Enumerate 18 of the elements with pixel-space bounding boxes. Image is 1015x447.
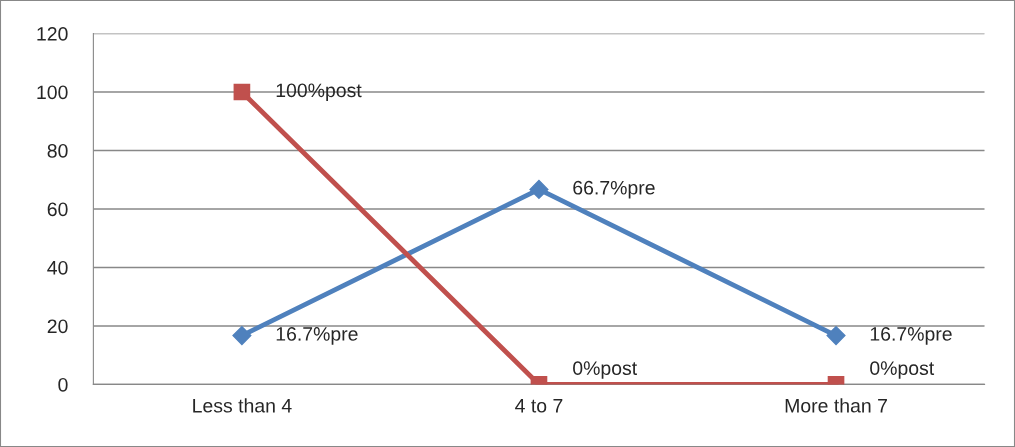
data-label: 0%post	[870, 361, 935, 379]
y-tick-label: 120	[37, 26, 68, 41]
y-tick-label: 60	[47, 202, 68, 217]
y-tick-label: 0	[58, 377, 68, 392]
data-label: 66.7%pre	[573, 180, 655, 199]
x-tick-label: 4 to 7	[515, 399, 563, 413]
data-label: 0%post	[573, 361, 638, 379]
x-tick-label: Less than 4	[193, 398, 292, 413]
y-tick-label: 80	[47, 143, 68, 158]
data-label: 16.7%pre	[870, 327, 952, 345]
y-tick-label: 20	[47, 319, 68, 334]
point	[529, 179, 549, 199]
x-tick-label: More than 7	[785, 398, 887, 413]
y-tick-label: 100	[37, 85, 68, 100]
point	[233, 83, 251, 101]
y-tick-label: 40	[47, 260, 68, 275]
data-label: 100%post	[276, 83, 362, 102]
data-label: 16.7%pre	[276, 327, 358, 345]
